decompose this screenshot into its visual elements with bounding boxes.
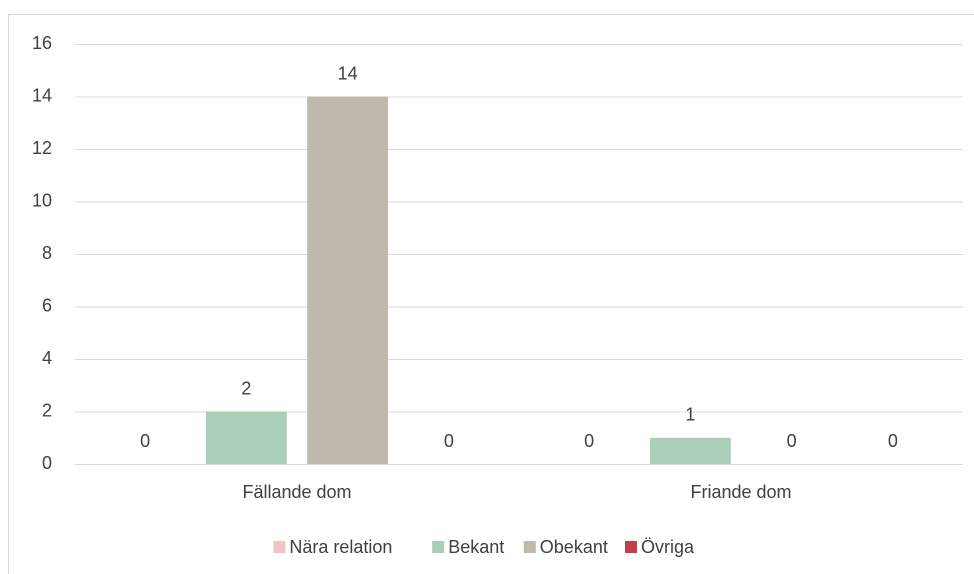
bar [649, 437, 731, 464]
legend-swatch [273, 541, 286, 553]
data-label: 0 [140, 431, 150, 451]
y-tick-label: 0 [42, 453, 52, 473]
legend-label: Nära relation [289, 537, 392, 557]
y-tick-label: 8 [42, 243, 52, 263]
data-label: 2 [241, 378, 251, 398]
x-tick-label: Friande dom [690, 482, 791, 502]
data-label: 1 [685, 405, 695, 425]
data-label: 0 [787, 431, 797, 451]
legend-label: Obekant [540, 537, 608, 557]
y-tick-label: 16 [32, 33, 52, 53]
chart-border [8, 14, 974, 574]
bar [307, 96, 389, 464]
data-label: 0 [888, 431, 898, 451]
y-tick-label: 6 [42, 295, 52, 315]
legend-swatch [523, 541, 536, 553]
data-label: 0 [444, 431, 454, 451]
legend-swatch [625, 541, 637, 553]
y-tick-label: 14 [32, 85, 52, 105]
legend-swatch [432, 541, 445, 553]
y-tick-label: 4 [42, 348, 52, 368]
y-tick-label: 2 [42, 400, 52, 420]
data-label: 0 [584, 431, 594, 451]
y-tick-label: 10 [32, 190, 52, 210]
legend-label: Bekant [448, 537, 504, 557]
y-tick-label: 12 [32, 138, 52, 158]
x-tick-label: Fällande dom [242, 482, 351, 502]
bar [205, 411, 287, 464]
legend-label: Övriga [641, 537, 695, 557]
data-label: 14 [338, 63, 358, 83]
